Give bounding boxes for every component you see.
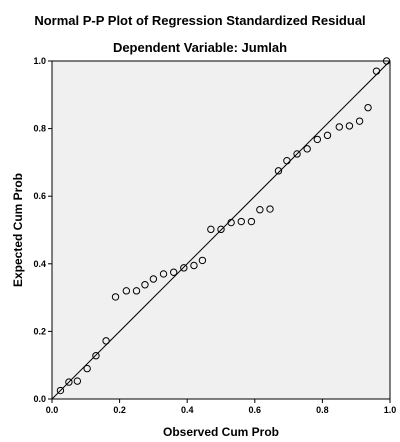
y-axis-title: Expected Cum Prob [11,173,25,287]
data-point [323,131,332,140]
data-point [102,337,110,345]
data-point [65,378,73,386]
data-point [198,256,207,265]
data-point [83,364,91,373]
data-point [159,270,168,278]
data-point [256,206,264,214]
data-point [237,217,245,226]
y-tick-label: 0.4 [33,259,46,269]
x-tick-label: 0.2 [113,405,126,415]
data-point [335,123,343,131]
data-point [132,287,141,295]
data-point [303,145,311,153]
y-tick-label: 0.2 [33,326,46,336]
x-tick-label: 0.8 [316,405,329,415]
x-axis-title: Observed Cum Prob [163,425,279,439]
data-point [382,57,391,65]
data-point [247,217,256,226]
data-point [180,264,188,272]
data-point [313,135,322,144]
y-tick-label: 0.8 [33,124,46,134]
data-point [92,352,100,360]
data-point [345,122,354,130]
chart-subtitle: Dependent Variable: Jumlah [113,40,287,55]
data-point [149,275,158,283]
y-tick-label: 1.0 [33,56,46,66]
data-points [56,57,391,395]
data-point [227,218,235,227]
chart-title: Normal P-P Plot of Regression Standardiz… [34,13,365,28]
x-tick-label: 0.4 [181,405,194,415]
data-point [169,268,178,276]
x-tick-label: 0.6 [249,405,262,415]
data-point [283,157,291,165]
data-point [122,287,131,295]
y-tick-label: 0.0 [33,394,46,404]
data-point [73,377,82,385]
data-point [190,261,198,270]
data-point [207,225,215,234]
data-point [56,386,65,395]
data-point [217,225,225,234]
x-tick-label: 1.0 [384,405,397,415]
data-point [111,293,120,301]
x-tick-label: 0.0 [46,405,59,415]
data-point [355,117,364,125]
data-point [293,150,301,158]
data-point [372,67,381,75]
axis-ticks: 0.0 0.2 0.4 0.6 0.8 1.0 0.0 0.2 0.4 0.6 0.8 1.0 [33,56,396,415]
data-point [266,205,274,213]
y-tick-label: 0.6 [33,191,46,201]
data-point [364,103,372,112]
data-point [141,281,149,289]
data-point [274,167,283,175]
